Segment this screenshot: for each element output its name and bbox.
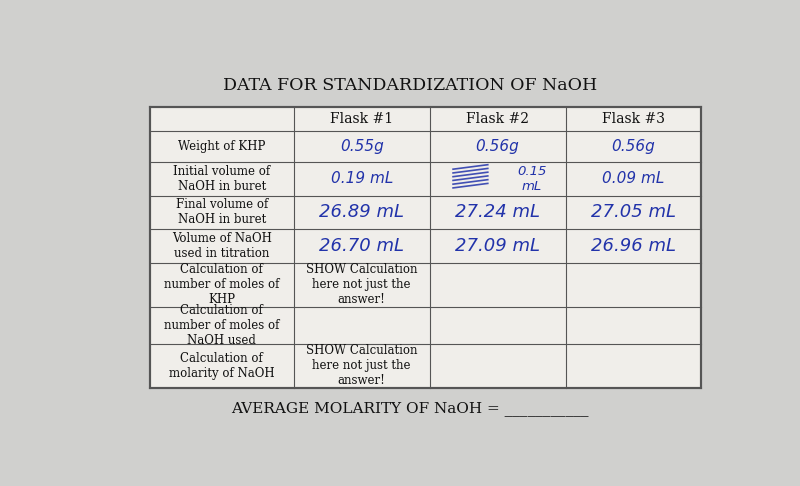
FancyBboxPatch shape (150, 107, 702, 388)
Text: Flask #3: Flask #3 (602, 112, 665, 126)
Text: 27.09 mL: 27.09 mL (455, 237, 540, 255)
Text: 0.56g: 0.56g (611, 139, 655, 154)
Text: 0.15
mL: 0.15 mL (517, 165, 546, 192)
Text: Volume of NaOH
used in titration: Volume of NaOH used in titration (172, 232, 272, 260)
Text: Flask #2: Flask #2 (466, 112, 529, 126)
Text: 0.19 mL: 0.19 mL (330, 171, 393, 186)
Text: DATA FOR STANDARDIZATION OF NaOH: DATA FOR STANDARDIZATION OF NaOH (223, 77, 597, 94)
Text: Initial volume of
NaOH in buret: Initial volume of NaOH in buret (173, 165, 270, 192)
Text: Calculation of
number of moles of
NaOH used: Calculation of number of moles of NaOH u… (164, 304, 279, 347)
Text: 27.24 mL: 27.24 mL (455, 204, 540, 222)
Text: 26.70 mL: 26.70 mL (319, 237, 404, 255)
Text: 0.56g: 0.56g (476, 139, 519, 154)
Text: 0.55g: 0.55g (340, 139, 383, 154)
Text: AVERAGE MOLARITY OF NaOH = ___________: AVERAGE MOLARITY OF NaOH = ___________ (231, 401, 589, 416)
Text: Flask #1: Flask #1 (330, 112, 394, 126)
Text: Calculation of
molarity of NaOH: Calculation of molarity of NaOH (169, 352, 274, 380)
Text: 0.09 mL: 0.09 mL (602, 171, 665, 186)
Text: 27.05 mL: 27.05 mL (591, 204, 676, 222)
Text: 26.89 mL: 26.89 mL (319, 204, 404, 222)
Text: SHOW Calculation
here not just the
answer!: SHOW Calculation here not just the answe… (306, 345, 418, 387)
Text: SHOW Calculation
here not just the
answer!: SHOW Calculation here not just the answe… (306, 263, 418, 307)
Text: Calculation of
number of moles of
KHP: Calculation of number of moles of KHP (164, 263, 279, 307)
Text: 26.96 mL: 26.96 mL (591, 237, 676, 255)
Text: Final volume of
NaOH in buret: Final volume of NaOH in buret (175, 198, 268, 226)
Text: Weight of KHP: Weight of KHP (178, 140, 266, 153)
